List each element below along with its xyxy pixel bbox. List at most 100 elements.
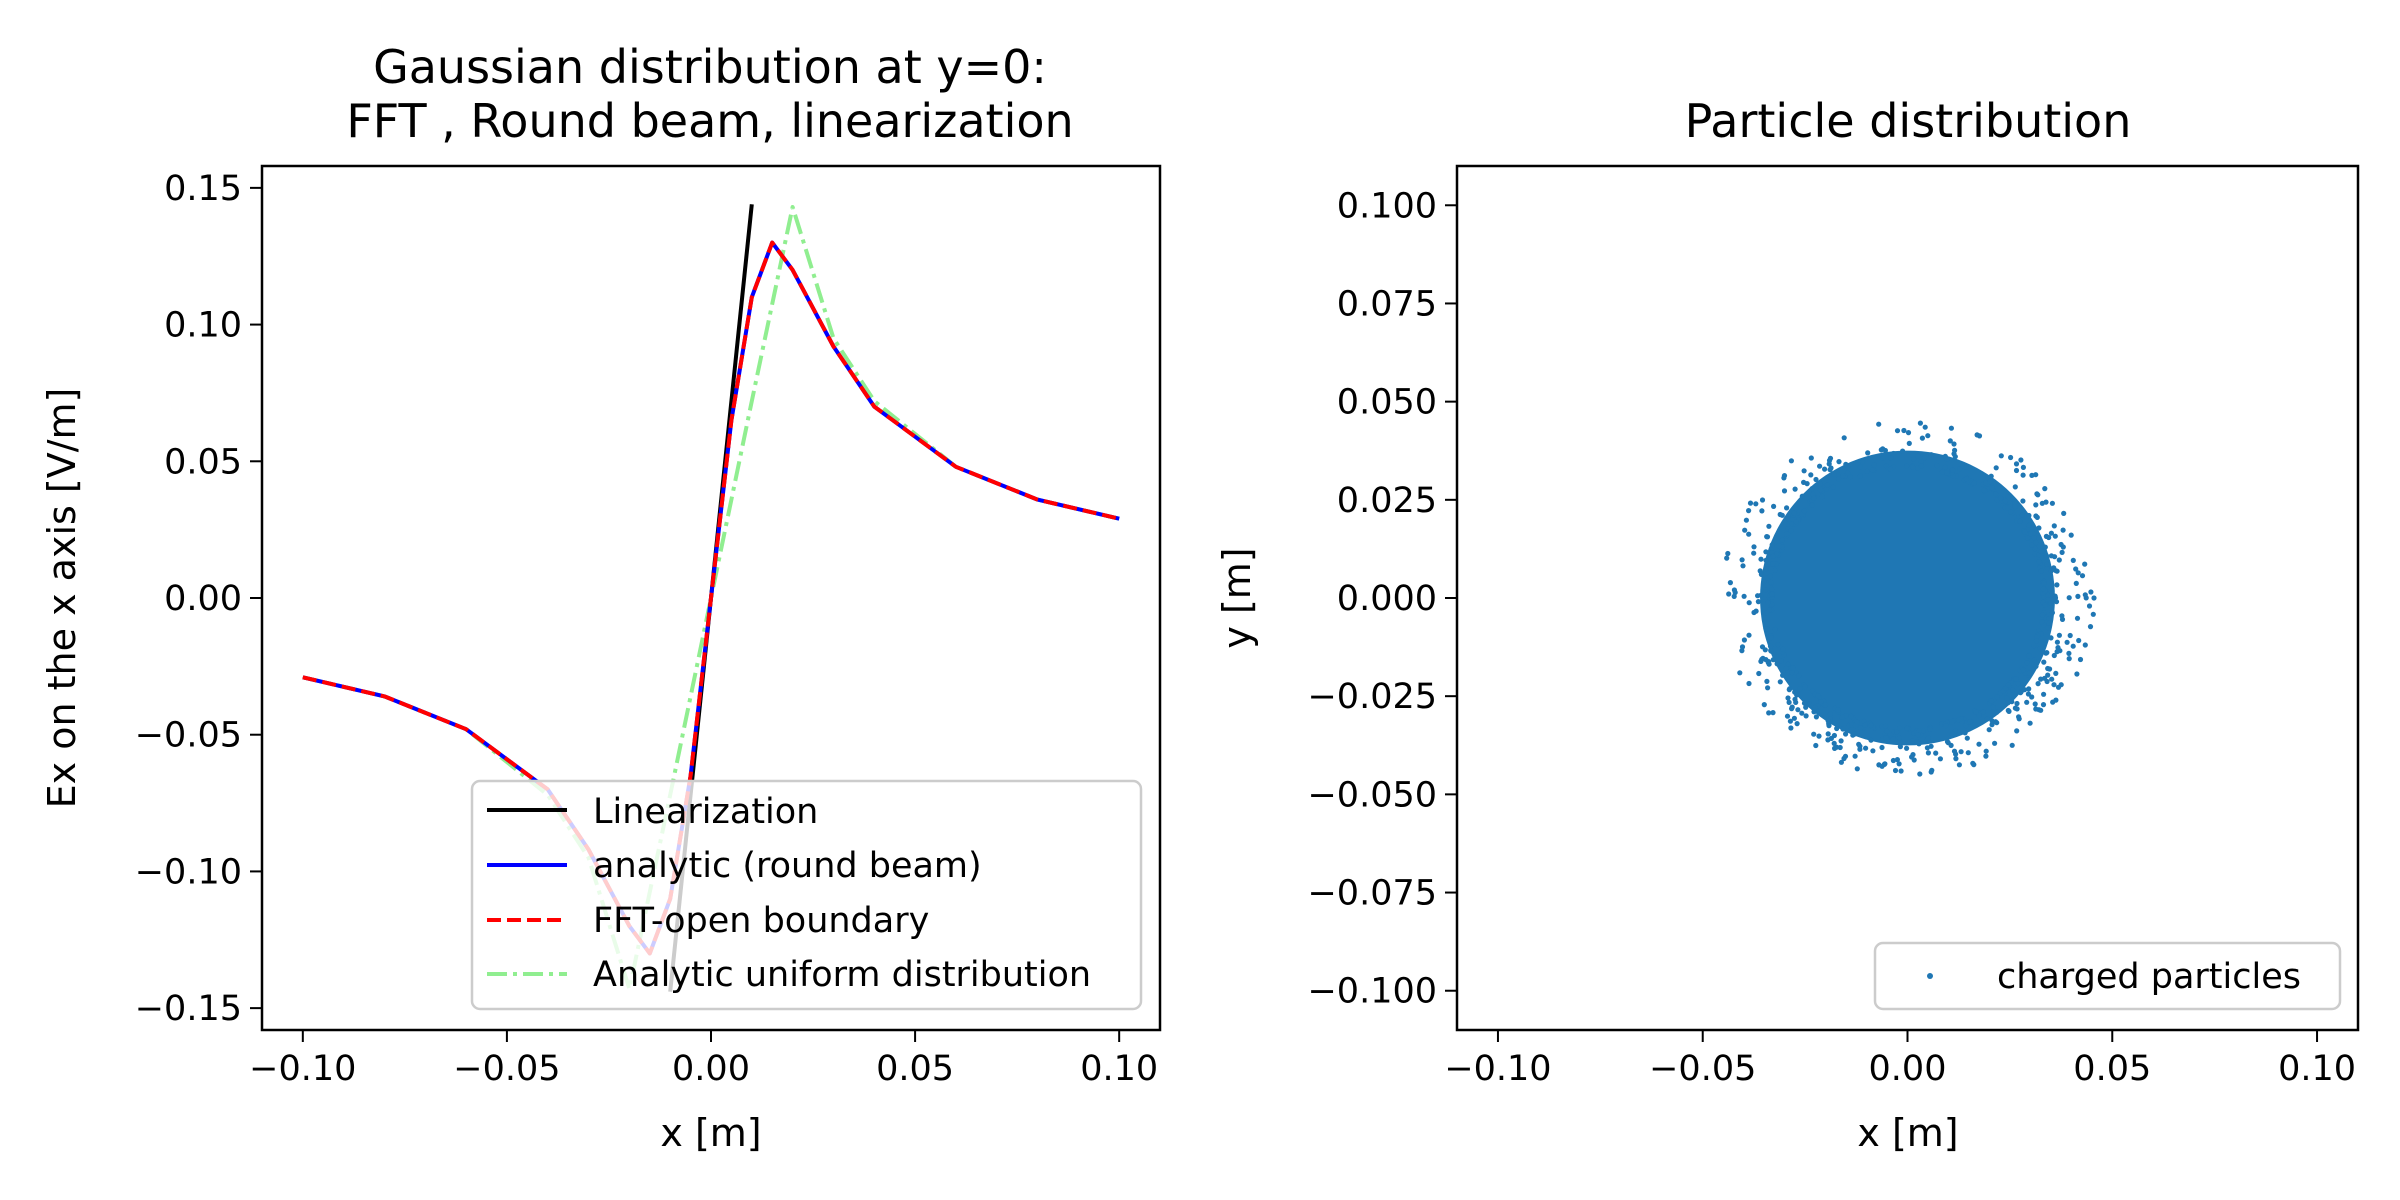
legend-label-analytic-round-beam: analytic (round beam) [593,846,982,886]
particle-point [1788,458,1794,464]
particle-point [1768,635,1774,641]
particle-point [1784,505,1790,511]
particle-point [1764,678,1770,685]
left-xtick-label: 0.05 [876,1049,954,1089]
particle-point [2013,461,2020,467]
particle-point [2015,681,2021,687]
particle-point [1772,567,1778,573]
particle-point [2074,671,2080,677]
particle-point [2024,660,2030,666]
particle-point [1868,737,1874,743]
particle-point [2053,697,2059,703]
particle-point [1771,503,1777,509]
particle-point [1900,448,1906,454]
legend-label-analytic-uniform: Analytic uniform distribution [593,955,1091,995]
particle-point [1896,761,1902,767]
particle-point [1834,725,1840,732]
particle-point [1794,721,1800,727]
particle-point [2082,561,2088,567]
particle-point [1776,543,1782,549]
right-ytick-label: 0.100 [1337,186,1437,226]
particle-point [2045,592,2051,599]
left-xtick-label: 0.10 [1080,1049,1158,1089]
particle-point [2014,700,2020,707]
particle-point [1801,700,1808,706]
particle-point [2026,653,2032,659]
particle-point [1783,531,1790,537]
right-chart-title: Particle distribution [1685,94,2132,148]
particle-point [1998,453,2004,459]
particle-point [2044,565,2050,571]
particle-point [1905,430,1912,436]
particle-point [1769,586,1775,593]
particle-point [2033,502,2039,508]
particle-point [1740,563,1746,569]
particle-point [2039,619,2045,625]
left-legend-box [470,779,1143,1011]
particle-point [1927,726,1933,732]
particle-point [1726,591,1732,597]
particle-point [2010,687,2016,693]
particle-point [1904,725,1910,731]
right-ytick-label: 0.000 [1337,579,1437,619]
particle-point [2031,657,2037,663]
left-xticks: −0.10 −0.05 0.00 0.05 0.10 [249,1030,1158,1089]
particle-point [2060,527,2066,533]
particle-point [1765,685,1771,691]
particle-point [1840,473,1846,479]
particle-point [1876,421,1882,427]
particle-point [1942,464,1948,470]
particle-point [1948,742,1954,749]
left-ytick-label: 0.10 [164,306,242,346]
particle-point [1845,465,1851,471]
particle-point [1725,550,1731,557]
particle-point [1998,495,2004,501]
particle-point [2082,592,2088,598]
particle-point [2009,742,2015,748]
particle-point [1823,486,1830,492]
particle-point [1973,709,1979,715]
particle-point [1809,486,1815,492]
particle-point [2066,595,2072,601]
particle-point [1769,542,1775,548]
particle-point [1956,762,1962,768]
particle-point [1949,731,1955,737]
right-y-axis-label: y [m] [1215,547,1259,648]
particle-point [1779,537,1785,543]
particle-point [1987,478,1993,485]
particle-point [2075,593,2081,600]
particle-point [2008,509,2014,515]
particle-point [1870,748,1876,754]
particle-point [1879,744,1885,751]
particle-point [1950,467,1956,473]
particle-point [1894,757,1900,763]
particle-point [1988,698,1995,704]
particle-point [1854,719,1860,725]
particle-point [2005,682,2011,688]
particle-point [1825,737,1831,743]
particle-point [1857,464,1863,470]
particle-point [1780,646,1786,652]
particle-point [1949,719,1955,725]
particle-point [1988,473,1994,479]
particle-point [1785,661,1791,667]
particle-point [1766,523,1772,529]
particle-point [1962,730,1968,736]
particle-point [2053,670,2059,677]
particle-point [1897,725,1903,731]
particle-point [2052,533,2058,539]
particle-point [1890,757,1896,764]
particle-point [1831,471,1837,477]
particle-point [1951,441,1957,447]
particle-point [2038,707,2044,713]
particle-point [1840,726,1846,732]
particle-point [2059,616,2066,623]
particle-point [1770,553,1776,560]
particle-point [2046,620,2052,626]
right-axes-frame [1455,164,2360,1032]
particle-point [1774,661,1780,667]
particle-point [1909,738,1915,744]
particle-point [1976,433,1983,439]
particle-point [1989,718,1995,724]
